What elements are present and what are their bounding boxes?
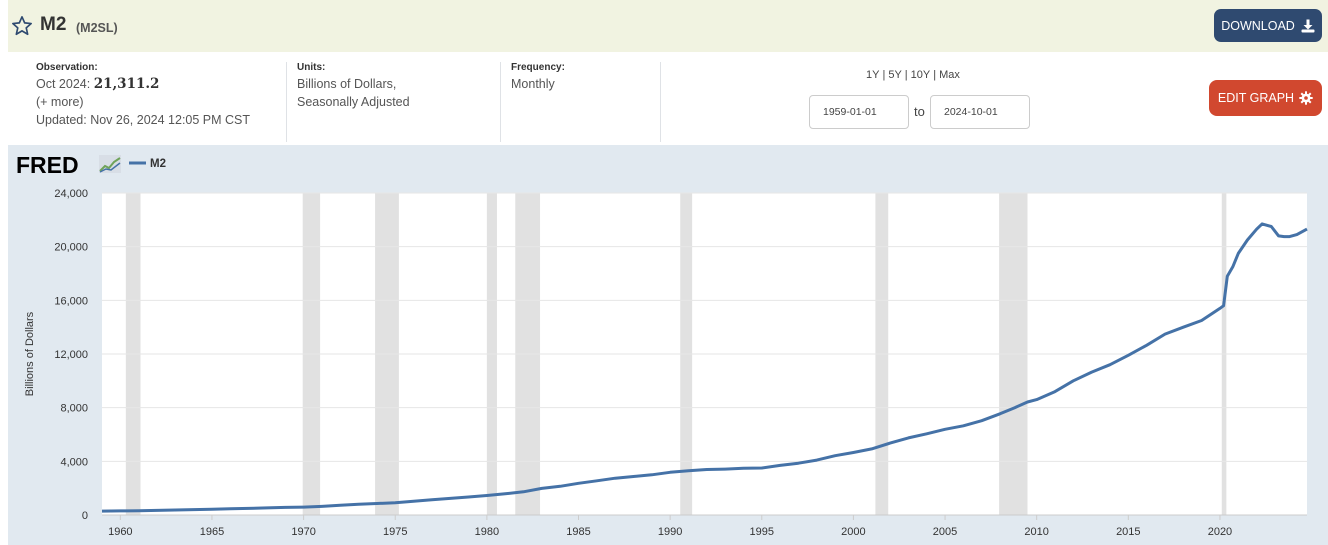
fred-logo-icon — [99, 155, 121, 173]
title-bar: M2 (M2SL) DOWNLOAD — [8, 0, 1328, 52]
fred-logo-text: FRED — [16, 152, 79, 178]
end-date-input[interactable]: 2024-10-01 — [930, 95, 1030, 129]
download-label: DOWNLOAD — [1221, 18, 1295, 33]
y-tick-label: 16,000 — [54, 295, 88, 307]
y-tick-label: 12,000 — [54, 349, 88, 361]
edit-graph-button[interactable]: EDIT GRAPH — [1209, 80, 1322, 116]
observation-line: Oct 2024: 21,311.2 — [36, 75, 286, 93]
y-tick-label: 8,000 — [60, 403, 88, 415]
units-block: Units: Billions of Dollars, Seasonally A… — [287, 62, 501, 142]
m2-series-line[interactable] — [101, 222, 1308, 513]
y-tick-label: 0 — [82, 510, 88, 522]
x-axis-ticks: 1960 1965 1970 1975 1980 1985 1990 1995 2000 2005… — [102, 514, 1307, 538]
range-1y[interactable]: 1Y — [866, 69, 880, 81]
series-title: M2 — [40, 14, 67, 35]
range-max[interactable]: Max — [939, 69, 960, 81]
range-5y[interactable]: 5Y — [888, 69, 902, 81]
x-tick-label: 1975 — [383, 526, 407, 538]
grid-lines — [102, 192, 1307, 462]
frequency-heading: Frequency: — [511, 62, 565, 73]
meta-row: Observation: Oct 2024: 21,311.2 (+ more)… — [8, 52, 1328, 145]
range-10y[interactable]: 10Y — [910, 69, 931, 81]
star-icon[interactable] — [11, 15, 33, 37]
download-icon — [1301, 19, 1315, 32]
observation-date: Oct 2024: — [36, 77, 91, 91]
start-date-input[interactable]: 1959-01-01 — [809, 95, 909, 129]
x-tick-label: 1980 — [475, 526, 499, 538]
x-tick-label: 2020 — [1208, 526, 1232, 538]
download-button[interactable]: DOWNLOAD — [1214, 9, 1322, 42]
units-line-2: Seasonally Adjusted — [297, 95, 410, 109]
legend-label: M2 — [150, 158, 166, 170]
frequency-value: Monthly — [511, 77, 555, 91]
observation-heading: Observation: — [36, 62, 98, 73]
units-heading: Units: — [297, 62, 326, 73]
y-axis-label: Billions of Dollars — [24, 311, 36, 396]
y-tick-label: 20,000 — [54, 242, 88, 254]
units-line-1: Billions of Dollars, — [297, 77, 397, 91]
chart-area: FRED M2 0 4,000 8,000 12,000 16,000 20,000 24,… — [8, 145, 1328, 545]
y-tick-label: 4,000 — [60, 456, 88, 468]
x-tick-label: 2005 — [933, 526, 957, 538]
fred-logo: FRED — [16, 152, 121, 178]
more-link[interactable]: (+ more) — [36, 95, 84, 109]
legend: M2 — [129, 158, 166, 170]
to-label: to — [914, 104, 925, 119]
y-axis-ticks: 0 4,000 8,000 12,000 16,000 20,000 24,000 — [54, 188, 88, 522]
x-tick-label: 2010 — [1024, 526, 1048, 538]
frequency-block: Frequency: Monthly — [501, 62, 661, 142]
updated-text: Updated: Nov 26, 2024 12:05 PM CST — [36, 113, 251, 127]
x-tick-label: 1990 — [658, 526, 682, 538]
series-id: (M2SL) — [76, 21, 118, 35]
observation-value: 21,311.2 — [93, 76, 160, 92]
y-tick-label: 24,000 — [54, 188, 88, 200]
gear-icon — [1299, 91, 1313, 105]
edit-graph-label: EDIT GRAPH — [1217, 91, 1295, 105]
x-tick-label: 1965 — [200, 526, 224, 538]
range-links: 1Y | 5Y | 10Y | Max — [863, 69, 963, 81]
x-tick-label: 1970 — [291, 526, 315, 538]
x-tick-label: 1985 — [566, 526, 590, 538]
line-chart[interactable]: FRED M2 0 4,000 8,000 12,000 16,000 20,000 24,… — [8, 145, 1328, 545]
x-tick-label: 1995 — [750, 526, 774, 538]
x-tick-label: 2000 — [841, 526, 865, 538]
observation-block: Observation: Oct 2024: 21,311.2 (+ more)… — [8, 62, 287, 142]
x-tick-label: 1960 — [108, 526, 132, 538]
x-tick-label: 2015 — [1116, 526, 1140, 538]
